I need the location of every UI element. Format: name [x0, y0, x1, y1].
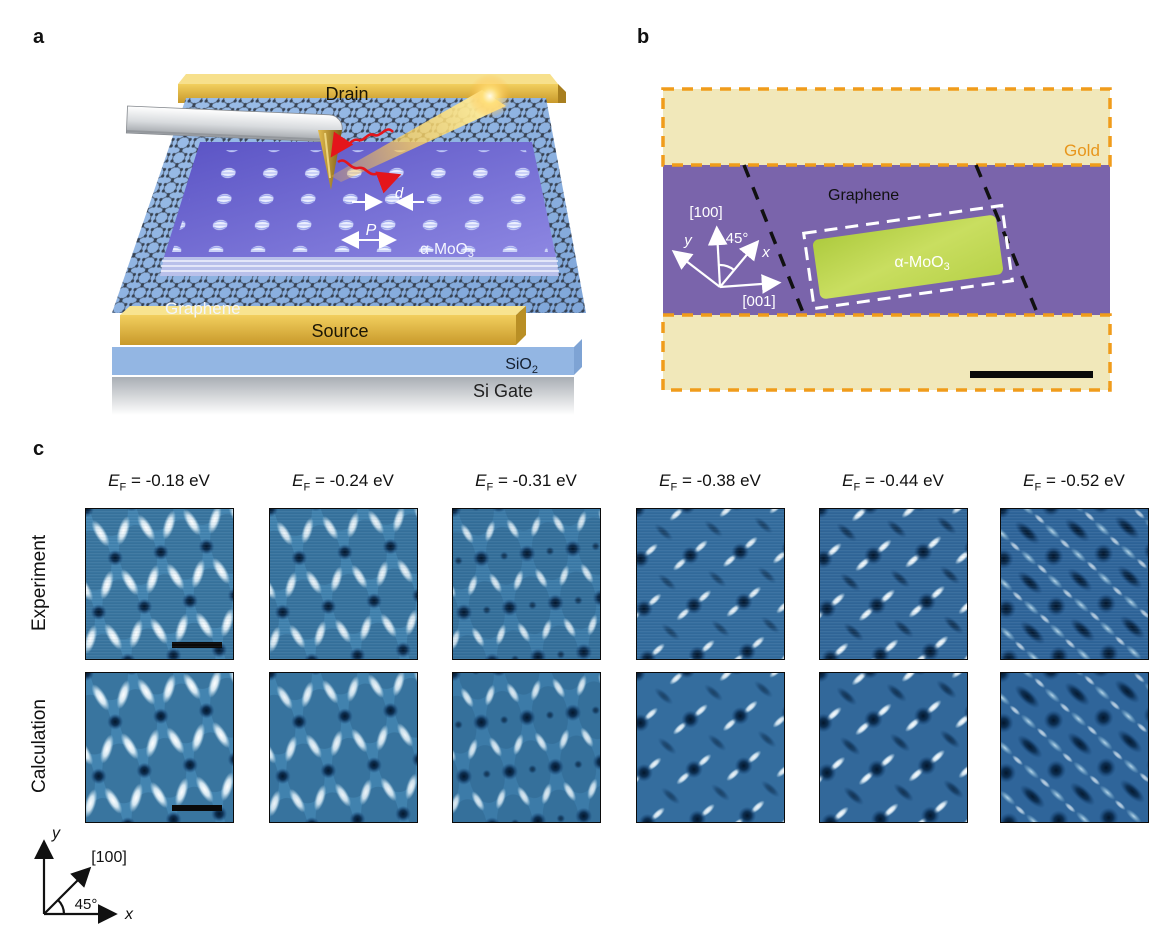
gold-label: Gold [1064, 141, 1100, 160]
source-label: Source [311, 321, 368, 341]
graphene-label: Graphene [165, 299, 241, 318]
axis-100-label: [100] [689, 204, 722, 221]
ef-header-3: EF = -0.31 eV [475, 471, 577, 494]
row-label-calculation: Calculation [29, 699, 50, 794]
nearfield-map-experiment-6 [1000, 508, 1149, 660]
panel-a-label: a [33, 26, 45, 48]
row-label-experiment: Experiment [29, 534, 50, 632]
sio2-side-facet [574, 339, 582, 375]
axis-001-label: [001] [742, 293, 775, 310]
si-gate-layer [112, 377, 574, 415]
scale-bar [970, 371, 1093, 378]
sio2-layer [112, 347, 574, 375]
tip-highlight [324, 132, 331, 179]
panel-b-label: b [637, 26, 650, 48]
optical-micrograph: α-MoO3 [100] y 45° x [001] Graphene Gold [661, 87, 1112, 392]
photon-arrows [330, 128, 402, 194]
angle-45-label: 45° [75, 896, 98, 913]
laser-glow [468, 74, 512, 118]
source-electrode [120, 306, 526, 345]
scan-axes-annotation: y [100] 45° x [34, 825, 134, 924]
axis-x-label: x [761, 244, 770, 261]
scale-bar [172, 642, 222, 648]
gold-pad-bottom [661, 313, 1112, 392]
nearfield-map-experiment-3 [452, 508, 601, 660]
hole-diameter-label: d [395, 185, 404, 202]
ef-header-6: EF = -0.52 eV [1023, 471, 1125, 494]
nearfield-map-experiment-5 [819, 508, 968, 660]
period-label: P [366, 222, 377, 239]
afm-cantilever [125, 105, 343, 143]
dimension-annotations [341, 193, 424, 249]
axis-x-label: x [124, 906, 134, 923]
gold-pad-top [661, 87, 1112, 167]
laser-beam [331, 74, 512, 182]
ef-header-4: EF = -0.38 eV [659, 471, 761, 494]
axis-y-label: y [51, 825, 61, 842]
panel-c-label: c [33, 438, 45, 460]
drain-label: Drain [325, 84, 368, 104]
nearfield-map-calculation-2 [269, 672, 418, 823]
sio2-label: SiO2 [505, 356, 538, 376]
ef-header-2: EF = -0.24 eV [292, 471, 394, 494]
scale-bar [172, 805, 222, 811]
nearfield-map-calculation-6 [1000, 672, 1149, 823]
si-gate-label: Si Gate [473, 381, 533, 401]
device-schematic: Drain Source Graphene SiO2 Si Gate α-MoO… [112, 74, 586, 415]
axis-y-label: y [683, 232, 693, 249]
nearfield-map-experiment-4 [636, 508, 785, 660]
nearfield-map-experiment-1 [85, 508, 234, 660]
nearfield-map-calculation-4 [636, 672, 785, 823]
moo3-flake [801, 203, 1015, 311]
nearfield-map-calculation-5 [819, 672, 968, 823]
nearfield-map-calculation-1 [85, 672, 234, 823]
graphene-region-label: Graphene [828, 187, 899, 204]
nearfield-map-experiment-2 [269, 508, 418, 660]
moo3-label: α-MoO3 [420, 241, 474, 260]
ef-header-5: EF = -0.44 eV [842, 471, 944, 494]
nearfield-map-calculation-3 [452, 672, 601, 823]
axis-100-label: [100] [91, 849, 127, 866]
moo3-flake-label: α-MoO3 [894, 254, 949, 273]
ef-header-1: EF = -0.18 eV [108, 471, 210, 494]
crystal-axes [671, 225, 782, 294]
angle-45-label: 45° [726, 230, 749, 247]
